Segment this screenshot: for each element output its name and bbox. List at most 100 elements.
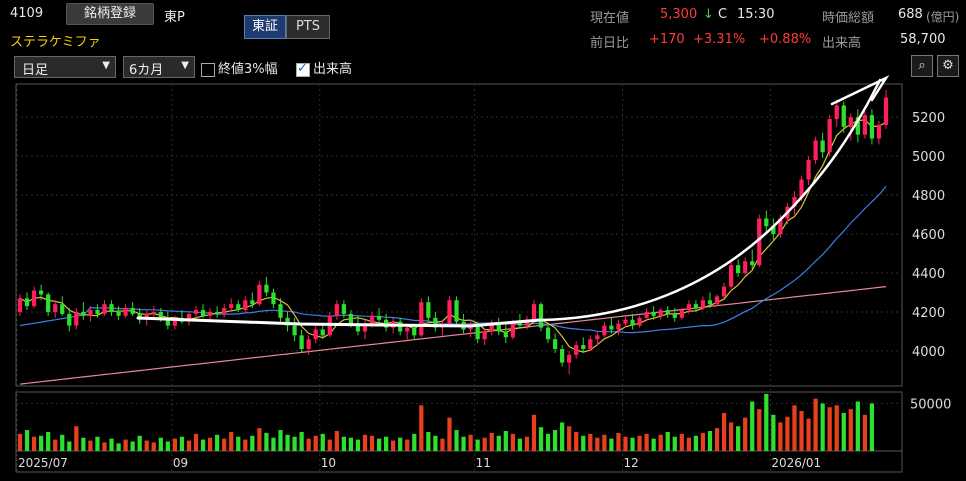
candle-body — [693, 304, 699, 309]
candle-body — [250, 300, 255, 305]
volume-bar — [503, 431, 508, 451]
volume-bar — [517, 438, 522, 451]
candle-body — [743, 261, 748, 273]
candle-body — [799, 179, 804, 198]
volume-bar — [95, 436, 100, 451]
candle-body — [285, 317, 290, 326]
candle-body — [60, 304, 65, 314]
volume-bar — [531, 414, 537, 451]
candle-body — [862, 115, 867, 135]
volume-bar — [778, 422, 783, 451]
volume-bar — [827, 407, 832, 451]
y-tick-label: 4600 — [912, 228, 945, 243]
close3-checkbox[interactable]: 終値3%幅 — [201, 58, 278, 77]
volume-bar — [672, 436, 677, 451]
candle-body — [686, 304, 691, 311]
candle-body — [215, 311, 220, 314]
volume-bar — [419, 405, 424, 451]
volume-bar — [848, 409, 853, 451]
volume-bar — [31, 436, 37, 451]
candle-body — [81, 311, 86, 316]
volume-bar — [285, 434, 290, 451]
candle-body — [299, 335, 304, 349]
volume-bar — [475, 439, 480, 451]
volume-bar — [447, 417, 452, 451]
volume-bar — [658, 434, 663, 451]
volume-bar — [630, 437, 635, 451]
candle-body — [334, 304, 339, 316]
volume-bar — [250, 435, 255, 451]
candle-body — [207, 311, 213, 316]
current-price: 5,300 — [660, 7, 698, 22]
candle-body — [313, 329, 318, 340]
candle-body — [468, 325, 473, 330]
volume-bar — [574, 431, 579, 451]
candle-body — [130, 308, 135, 314]
candle-body — [503, 331, 508, 338]
volume-bar — [609, 438, 614, 451]
candle-body — [193, 310, 199, 314]
volume-bar — [679, 433, 684, 451]
candle-body — [574, 345, 579, 355]
volume-bar — [454, 430, 459, 451]
volume-bar — [538, 427, 544, 451]
chevron-down-icon: ▼ — [102, 60, 110, 71]
volume-bar — [158, 437, 163, 451]
candle-body — [869, 115, 875, 139]
prev-change-label: 前日比 — [590, 36, 630, 51]
tab-pts[interactable]: PTS — [286, 15, 330, 39]
volume-bar — [433, 435, 438, 451]
volume-bar — [46, 431, 51, 451]
volume-bar — [862, 414, 867, 451]
volume-bar — [560, 422, 565, 451]
volume-checkbox[interactable]: 出来高 — [296, 58, 352, 77]
candle-body — [67, 313, 72, 326]
register-button[interactable]: 銘柄登録 — [66, 3, 154, 25]
volume-bar — [222, 438, 227, 451]
volume-bar — [757, 409, 762, 451]
candle-body — [721, 286, 727, 297]
candle-body — [165, 317, 170, 326]
volume-bar — [764, 393, 769, 451]
volume-bar — [200, 439, 206, 451]
volume-bar — [334, 431, 339, 451]
volume-bar — [651, 438, 656, 451]
period-select[interactable]: 日足 ▼ — [14, 56, 116, 78]
volume-bar — [644, 433, 649, 451]
candle-body — [630, 319, 635, 326]
gear-icon[interactable]: ⚙ — [937, 55, 959, 77]
price-panel-frame — [15, 83, 903, 387]
volume-bar — [165, 441, 170, 451]
candle-body — [271, 292, 276, 305]
candle-body — [552, 339, 558, 349]
candle-body — [123, 308, 128, 316]
candle-body — [419, 302, 424, 336]
price-flag: C — [718, 7, 728, 22]
tab-tse[interactable]: 東証 — [244, 15, 286, 39]
candle-body — [517, 321, 522, 326]
volume-bar — [771, 414, 776, 451]
candle-body — [623, 319, 628, 324]
volume-bar — [88, 440, 93, 451]
chevron-down-icon: ▼ — [181, 60, 189, 71]
volume-bar — [820, 403, 825, 451]
volume-label: 出来高 — [822, 36, 862, 51]
volume-bar — [834, 405, 839, 451]
candle-body — [524, 319, 530, 326]
candle-body — [46, 294, 51, 312]
candle-body — [813, 140, 818, 160]
x-tick-label: 09 — [173, 456, 188, 470]
volume-bar — [482, 437, 487, 451]
range-select-value: 6カ月 — [129, 63, 164, 78]
candle-body — [362, 323, 368, 332]
candle-body — [595, 335, 600, 340]
candle-body — [151, 311, 156, 314]
volume-bar — [116, 443, 121, 451]
volume-bar — [623, 436, 628, 451]
range-select[interactable]: 6カ月 ▼ — [123, 56, 195, 78]
volume-bar — [102, 442, 107, 451]
volume-bar — [496, 435, 501, 451]
candle-body — [637, 317, 642, 326]
volume-bar — [348, 437, 354, 451]
zoom-icon[interactable]: ⌕ — [911, 55, 933, 77]
